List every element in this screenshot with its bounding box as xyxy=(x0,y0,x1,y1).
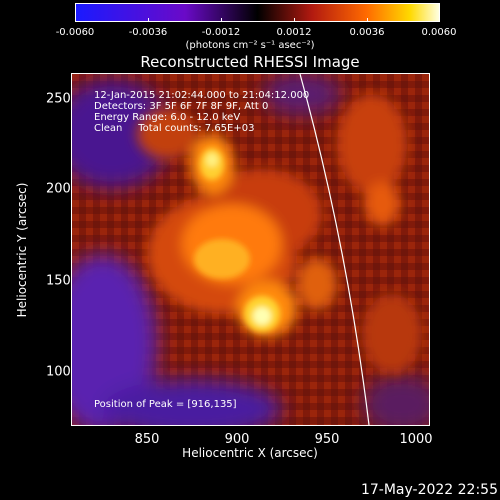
timestamp-footer: 17-May-2022 22:55 xyxy=(360,482,498,498)
y-tick-label: 100 xyxy=(46,364,71,380)
colorbar-tick-label: -0.0012 xyxy=(201,27,241,38)
y-tick-label: 200 xyxy=(46,181,71,197)
info-energy-range: Energy Range: 6.0 - 12.0 keV xyxy=(94,112,241,123)
colorbar-tickmark xyxy=(439,18,440,22)
info-time-range: 12-Jan-2015 21:02:44.000 to 21:04:12.000 xyxy=(94,90,310,101)
colorbar-tick-label: 0.0012 xyxy=(276,27,312,38)
x-tick-label: 900 xyxy=(224,432,250,447)
colorbar-tickmark xyxy=(148,18,149,22)
colorbar-tick-label: -0.0036 xyxy=(128,27,168,38)
colorbar-tick-label: 0.0036 xyxy=(349,27,385,38)
y-tick-label: 150 xyxy=(46,273,71,289)
x-tick-label: 950 xyxy=(314,432,340,447)
info-detectors: Detectors: 3F 5F 6F 7F 8F 9F, Att 0 xyxy=(94,101,269,112)
colorbar-tick-label: -0.0060 xyxy=(55,27,95,38)
x-tick-label: 1000 xyxy=(399,432,433,447)
colorbar-tickmark xyxy=(367,18,368,22)
colorbar xyxy=(75,3,440,22)
y-axis-label: Heliocentric Y (arcsec) xyxy=(15,182,29,318)
solar-limb-line xyxy=(299,74,370,425)
peak-position: Position of Peak = [916,135] xyxy=(94,399,237,410)
rhessi-image-panel: 12-Jan-2015 21:02:44.000 to 21:04:12.000… xyxy=(71,73,430,426)
colorbar-tickmark xyxy=(75,18,76,22)
x-axis-label: Heliocentric X (arcsec) xyxy=(182,446,318,460)
colorbar-tick-label: 0.0060 xyxy=(421,27,457,38)
rhessi-image-map xyxy=(72,74,429,425)
colorbar-tickmark xyxy=(294,18,295,22)
colorbar-units: (photons cm⁻² s⁻¹ asec⁻²) xyxy=(185,40,315,51)
image-title: Reconstructed RHESSI Image xyxy=(140,53,360,71)
y-tick-label: 250 xyxy=(46,91,71,107)
info-clean-counts: Clean Total counts: 7.65E+03 xyxy=(94,123,255,134)
colorbar-tickmark xyxy=(221,18,222,22)
x-tick-label: 850 xyxy=(134,432,160,447)
